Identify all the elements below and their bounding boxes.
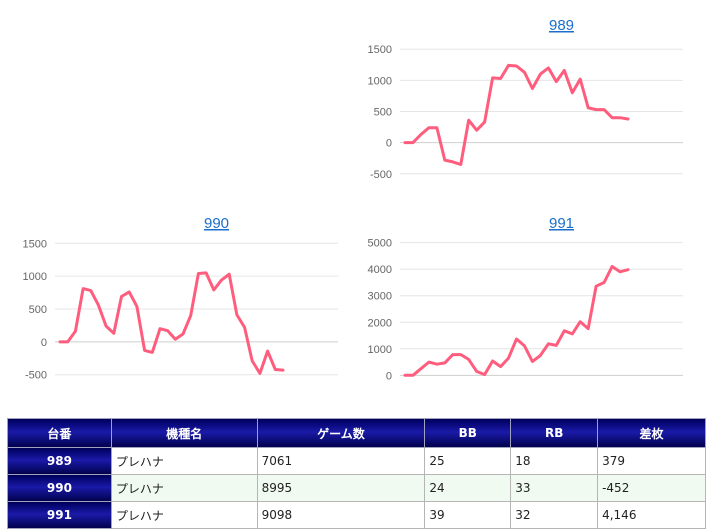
- machine-data-table: 台番 機種名 ゲーム数 BB RB 差枚 989 プレハナ 7061 25 18…: [7, 418, 706, 529]
- header-game-count: ゲーム数: [256, 418, 426, 448]
- y-tick-label: 1500: [368, 44, 392, 56]
- cell-bb: 24: [424, 474, 512, 502]
- cell-game-count: 7061: [256, 447, 426, 475]
- series-line: [403, 63, 630, 166]
- cell-diff: 4,146: [597, 501, 706, 529]
- cell-diff: 379: [597, 447, 706, 475]
- y-tick-label: -500: [370, 169, 392, 181]
- cell-rb: 33: [510, 474, 599, 502]
- header-rb: RB: [510, 418, 599, 448]
- y-tick-label: 0: [41, 337, 47, 349]
- header-diff: 差枚: [597, 418, 706, 448]
- chart-990-svg: 990 -500 0 500 1000 1500: [23, 215, 338, 382]
- y-tick-label: 3000: [368, 291, 392, 303]
- y-tick-label: 1000: [23, 271, 47, 283]
- header-bb: BB: [424, 418, 512, 448]
- y-tick-label: 0: [386, 370, 392, 382]
- y-tick-label: 0: [386, 138, 392, 150]
- table-row: 989 プレハナ 7061 25 18 379: [7, 447, 706, 475]
- series-line: [58, 271, 285, 375]
- y-tick-label: 2000: [368, 317, 392, 329]
- chart-991-svg: 991 0 1000 2000 3000 4000 5000: [368, 215, 683, 382]
- y-tick-label: -500: [25, 370, 47, 382]
- cell-rb: 18: [510, 447, 599, 475]
- chart-991: 991 0 1000 2000 3000 4000 5000: [345, 207, 695, 392]
- chart-title[interactable]: 990: [204, 215, 229, 232]
- y-tick-label: 5000: [368, 238, 392, 250]
- y-tick-label: 1500: [23, 238, 47, 250]
- chart-989: 989 -500 0 500 1000 1500: [345, 10, 695, 200]
- cell-diff: -452: [597, 474, 706, 502]
- chart-title[interactable]: 989: [549, 17, 574, 34]
- y-tick-label: 500: [29, 304, 47, 316]
- cell-model-name: プレハナ: [110, 474, 258, 502]
- cell-bb: 25: [424, 447, 512, 475]
- cell-machine-number[interactable]: 990: [7, 474, 112, 502]
- cell-machine-number[interactable]: 989: [7, 447, 112, 475]
- cell-bb: 39: [424, 501, 512, 529]
- y-tick-label: 4000: [368, 264, 392, 276]
- cell-game-count: 8995: [256, 474, 426, 502]
- chart-title[interactable]: 991: [549, 215, 574, 232]
- chart-989-svg: 989 -500 0 500 1000 1500: [368, 17, 683, 181]
- table-row: 991 プレハナ 9098 39 32 4,146: [7, 501, 706, 529]
- series-line: [403, 265, 630, 377]
- header-machine-number: 台番: [7, 418, 112, 448]
- cell-model-name: プレハナ: [110, 501, 258, 529]
- y-tick-label: 1000: [368, 75, 392, 87]
- cell-model-name: プレハナ: [110, 447, 258, 475]
- y-tick-label: 500: [374, 107, 392, 119]
- table-row: 990 プレハナ 8995 24 33 -452: [7, 474, 706, 502]
- cell-rb: 32: [510, 501, 599, 529]
- table-header-row: 台番 機種名 ゲーム数 BB RB 差枚: [7, 418, 706, 448]
- cell-game-count: 9098: [256, 501, 426, 529]
- y-tick-label: 1000: [368, 344, 392, 356]
- header-model-name: 機種名: [110, 418, 258, 448]
- chart-990: 990 -500 0 500 1000 1500: [0, 207, 350, 392]
- cell-machine-number[interactable]: 991: [7, 501, 112, 529]
